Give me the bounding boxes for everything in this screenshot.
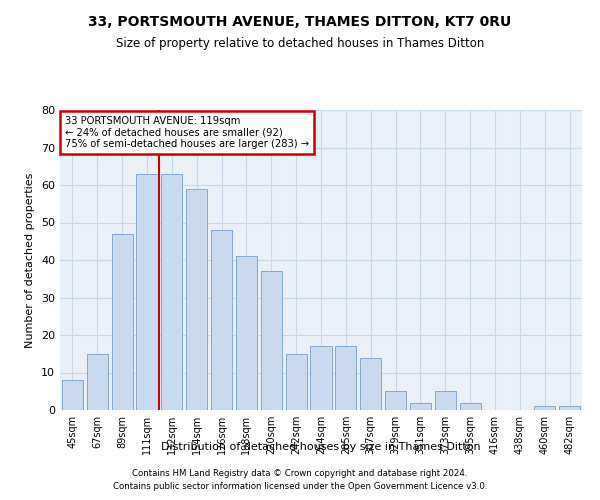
Bar: [385, 391, 406, 410]
Y-axis label: Number of detached properties: Number of detached properties: [25, 172, 35, 348]
Bar: [310, 346, 332, 410]
Bar: [62, 380, 83, 410]
Text: Size of property relative to detached houses in Thames Ditton: Size of property relative to detached ho…: [116, 38, 484, 51]
Bar: [559, 406, 580, 410]
Bar: [236, 256, 257, 410]
Text: Contains public sector information licensed under the Open Government Licence v3: Contains public sector information licen…: [113, 482, 487, 491]
Bar: [112, 234, 133, 410]
Text: 33, PORTSMOUTH AVENUE, THAMES DITTON, KT7 0RU: 33, PORTSMOUTH AVENUE, THAMES DITTON, KT…: [88, 15, 512, 29]
Bar: [460, 402, 481, 410]
Text: 33 PORTSMOUTH AVENUE: 119sqm
← 24% of detached houses are smaller (92)
75% of se: 33 PORTSMOUTH AVENUE: 119sqm ← 24% of de…: [65, 116, 310, 149]
Bar: [286, 354, 307, 410]
Bar: [136, 174, 158, 410]
Bar: [186, 188, 207, 410]
Bar: [410, 402, 431, 410]
Bar: [161, 174, 182, 410]
Text: Contains HM Land Registry data © Crown copyright and database right 2024.: Contains HM Land Registry data © Crown c…: [132, 468, 468, 477]
Bar: [335, 346, 356, 410]
Text: Distribution of detached houses by size in Thames Ditton: Distribution of detached houses by size …: [161, 442, 481, 452]
Bar: [211, 230, 232, 410]
Bar: [87, 354, 108, 410]
Bar: [360, 358, 381, 410]
Bar: [435, 391, 456, 410]
Bar: [261, 271, 282, 410]
Bar: [534, 406, 555, 410]
